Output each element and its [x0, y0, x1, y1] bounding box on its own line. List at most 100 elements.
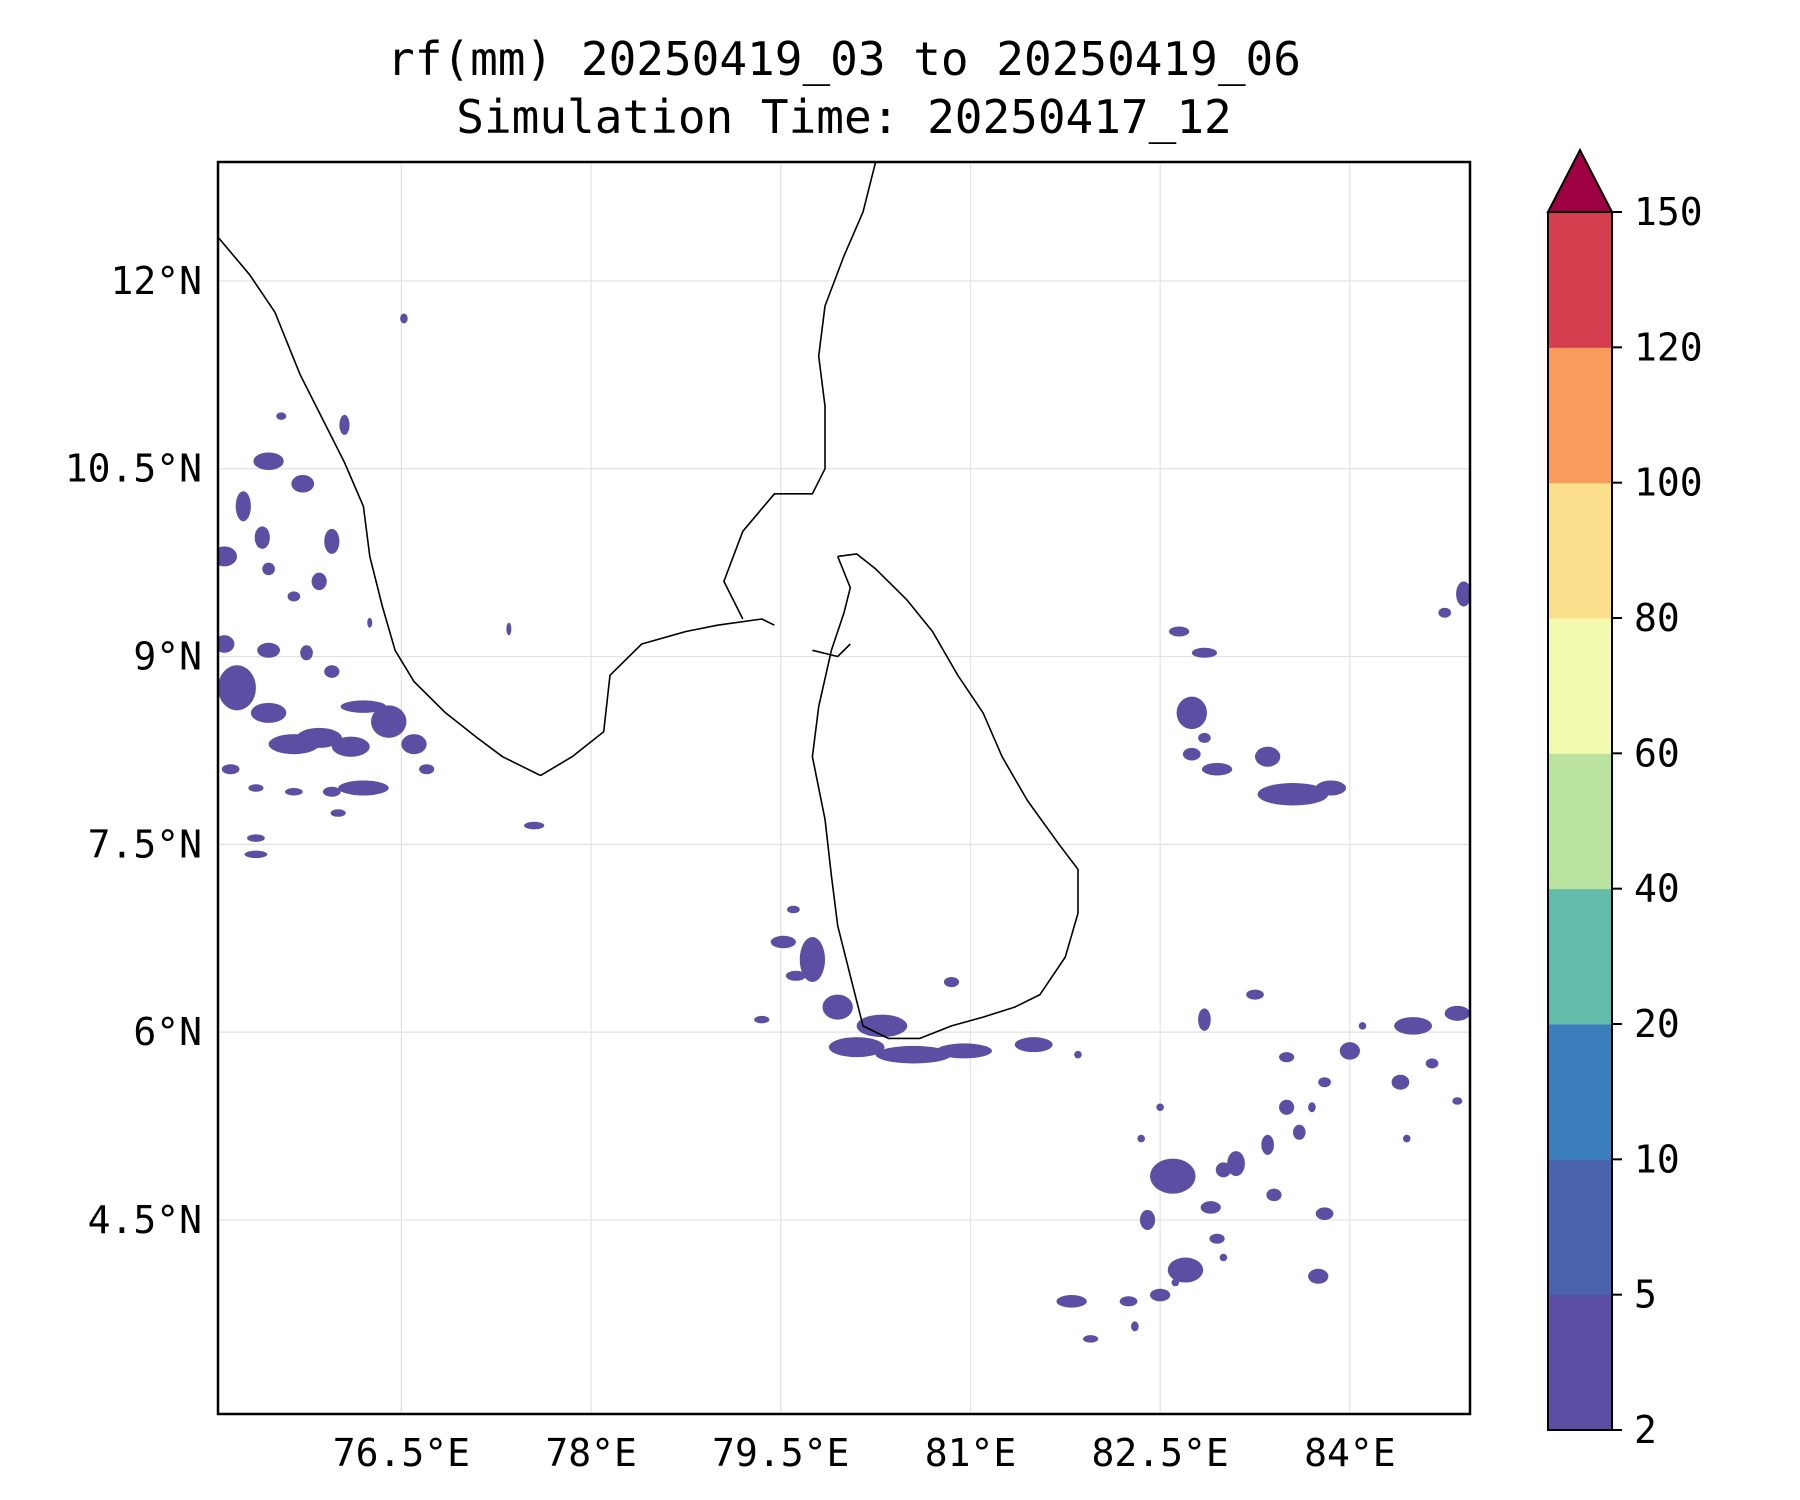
rainfall-cell — [1171, 1278, 1180, 1287]
rainfall-cell — [799, 936, 826, 983]
colorbar-segment — [1548, 1294, 1612, 1431]
rainfall-cell — [787, 905, 800, 914]
rainfall-cell — [340, 700, 387, 713]
lat-tick-label: 12°N — [110, 259, 202, 303]
rainfall-cell — [371, 705, 407, 738]
rainfall-cell — [1315, 1207, 1334, 1220]
rainfall-cell — [1308, 1102, 1316, 1113]
rainfall-contours — [218, 313, 1470, 1343]
colorbar-level-label: 20 — [1634, 1002, 1680, 1046]
colorbar-level-label: 80 — [1634, 596, 1680, 640]
coastline-mannar-island — [812, 643, 851, 658]
coastline-palk-bay-coast — [723, 162, 877, 620]
rainfall-cell — [875, 1045, 952, 1064]
lat-tick-label: 6°N — [133, 1010, 202, 1054]
rainfall-cell — [1339, 1042, 1360, 1060]
rainfall-cell — [1198, 1008, 1211, 1031]
rainfall-cell — [1139, 1209, 1156, 1230]
title-line-1: rf(mm) 20250419_03 to 20250419_06 — [387, 32, 1301, 86]
rainfall-cell — [235, 491, 251, 522]
colorbar-segment — [1548, 1024, 1612, 1160]
colorbar-level-label: 5 — [1634, 1273, 1657, 1317]
rainfall-cell — [1227, 1151, 1245, 1177]
colorbar-segment — [1548, 212, 1612, 348]
rainfall-cell — [322, 786, 341, 797]
rainfall-cell — [291, 475, 315, 493]
colorbar-level-label: 100 — [1634, 461, 1703, 505]
coastline-india-west-coast — [218, 236, 541, 777]
rainfall-cell — [254, 526, 270, 549]
colorbar-level-label: 40 — [1634, 867, 1680, 911]
rainfall-cell — [248, 784, 264, 792]
rainfall-cell — [250, 702, 287, 723]
lon-tick-label: 79.5°E — [712, 1431, 849, 1475]
rainfall-cell — [324, 665, 340, 678]
rainfall-cell — [400, 313, 408, 324]
rainfall-cell — [1156, 1103, 1164, 1112]
rainfall-cell — [1308, 1268, 1329, 1284]
coastlines — [218, 162, 1079, 1040]
rainfall-cell — [257, 642, 280, 658]
colorbar-level-label: 60 — [1634, 731, 1680, 775]
colorbar-frame — [1547, 211, 1613, 1431]
colorbar-segment — [1548, 618, 1612, 754]
rainfall-cell — [276, 412, 287, 420]
rainfall-cell — [1257, 782, 1329, 806]
rainfall-cell — [1014, 1037, 1053, 1053]
rainfall-cell — [1394, 1017, 1433, 1035]
lat-tick-label: 9°N — [133, 635, 202, 679]
lon-tick-label: 82.5°E — [1092, 1431, 1229, 1475]
rainfall-cell — [1169, 626, 1190, 637]
rainfall-cell — [1182, 747, 1201, 761]
colorbar-segment — [1548, 753, 1612, 890]
rainfall-cell — [1444, 1005, 1470, 1021]
rainfall-cell — [1176, 696, 1207, 730]
rainfall-cell — [506, 622, 512, 636]
rainfall-cell — [1425, 1058, 1439, 1069]
lon-tick-label: 81°E — [925, 1431, 1017, 1475]
rainfall-cell — [218, 635, 235, 653]
rainfall-cell — [338, 780, 389, 796]
map-frame — [216, 160, 1472, 1416]
rainfall-cell — [1279, 1052, 1295, 1063]
colorbar-level-label: 150 — [1634, 190, 1703, 234]
colorbar-segment — [1548, 888, 1612, 1025]
coastline-sri-lanka — [811, 553, 1079, 1040]
colorbar-segment — [1548, 482, 1612, 619]
colorbar-extend-arrow — [1546, 147, 1614, 213]
colorbar: 2 5 10 20 40 60 80 100 120 150 — [1546, 147, 1703, 1452]
colorbar-segment — [1548, 347, 1612, 484]
rainfall-cell — [247, 834, 265, 842]
rainfall-cell — [330, 809, 346, 817]
rainfall-cell — [1219, 1253, 1228, 1262]
rainfall-cell — [770, 935, 796, 949]
colorbar-level-label: 120 — [1634, 325, 1703, 369]
rainfall-cell — [1266, 1188, 1282, 1202]
rainfall-cell — [1315, 780, 1347, 796]
rainfall-cell — [754, 1015, 770, 1024]
rainfall-cell — [401, 734, 427, 755]
rainfall-cell — [1279, 1099, 1295, 1115]
rainfall-cell — [1056, 1295, 1087, 1308]
rainfall-cell — [253, 452, 284, 470]
lon-tick-label: 78°E — [545, 1431, 637, 1475]
rainfall-cell — [221, 764, 240, 775]
rainfall-cell — [1137, 1134, 1145, 1143]
rainfall-cell — [1438, 607, 1452, 618]
colorbar-segment — [1548, 1159, 1612, 1296]
rainfall-cell — [287, 591, 301, 602]
lon-tick-label: 84°E — [1304, 1431, 1396, 1475]
rainfall-cell — [218, 546, 237, 567]
lat-tick-label: 7.5°N — [88, 822, 202, 866]
rainfall-cell — [1191, 647, 1218, 658]
rainfall-cell — [268, 734, 320, 755]
rainfall-cell — [1292, 1124, 1306, 1140]
rainfall-cell — [1452, 1097, 1463, 1105]
rainfall-cell — [1402, 1134, 1411, 1143]
map-title: rf(mm) 20250419_03 to 20250419_06 Simula… — [218, 30, 1470, 146]
colorbar-level-label: 10 — [1634, 1137, 1680, 1181]
rainfall-cell — [1358, 1022, 1367, 1030]
rainfall-cell — [1131, 1321, 1139, 1332]
axis-ticks: 76.5°E 78°E 79.5°E 81°E 82.5°E 84°E 12°N 10.5°N… — [65, 259, 1396, 1475]
